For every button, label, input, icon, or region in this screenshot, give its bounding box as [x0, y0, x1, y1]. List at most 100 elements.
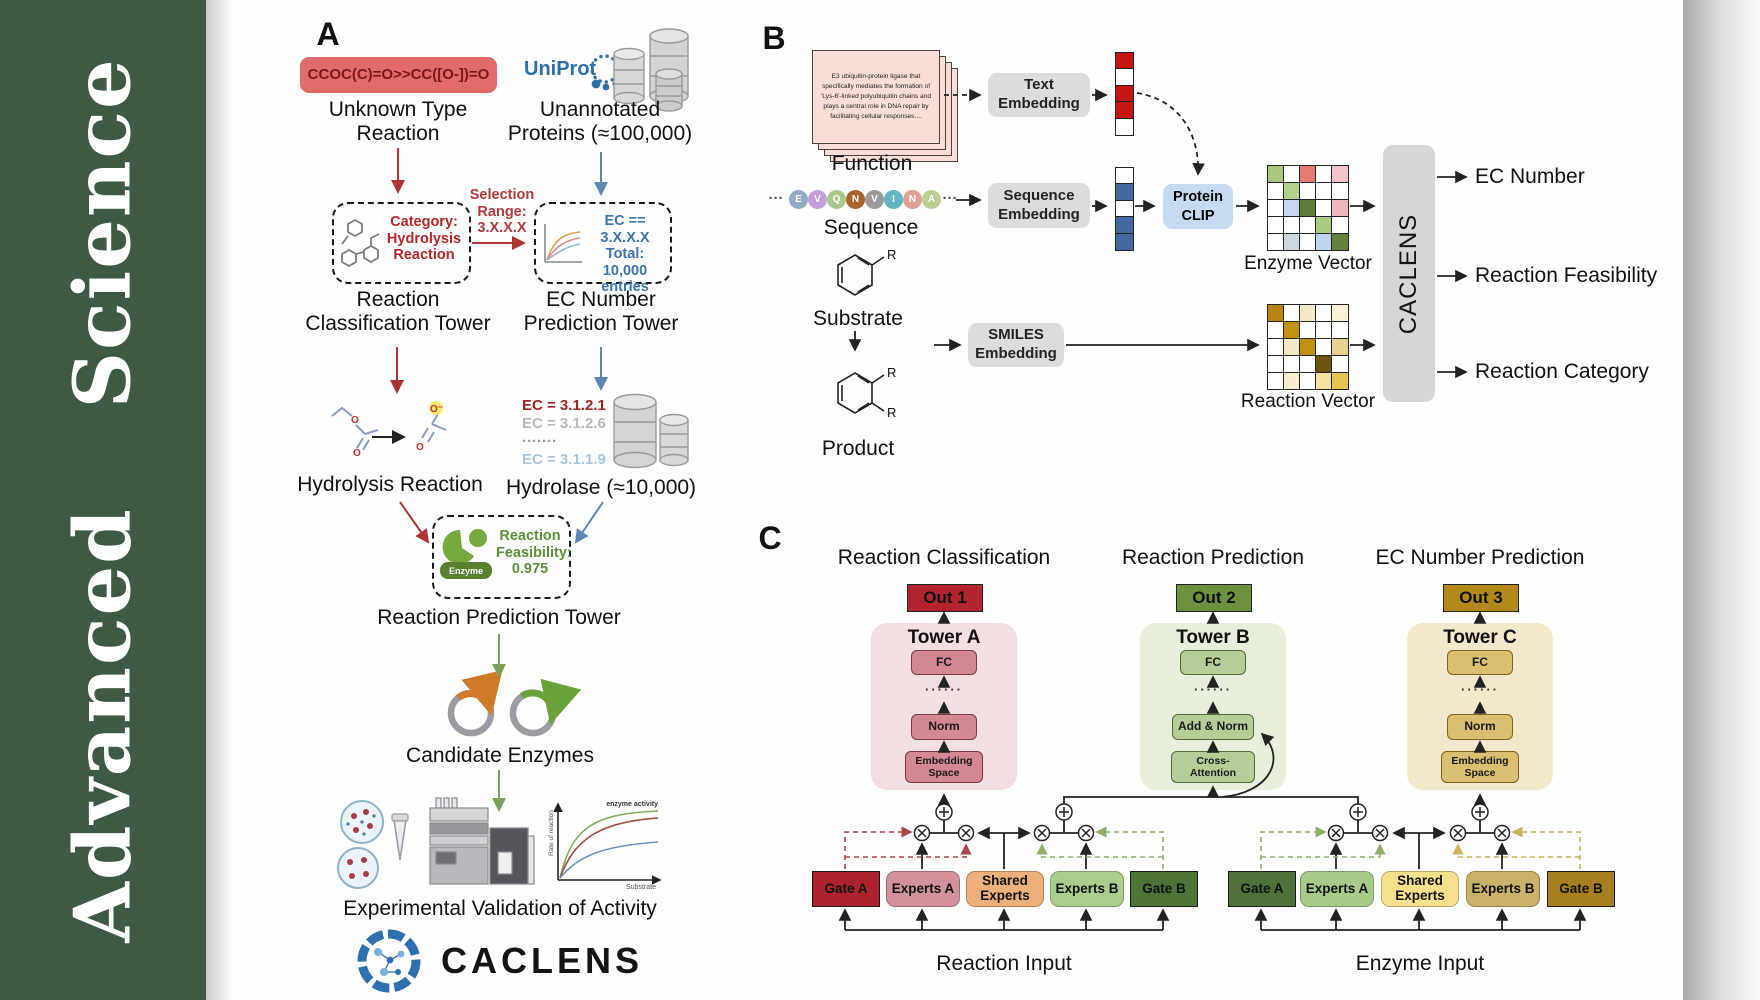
heading-reaction-classification: Reaction Classification — [837, 546, 1051, 569]
matrix-cell — [1331, 371, 1350, 390]
tower-b-fc: FC — [1180, 650, 1246, 675]
matrix-cell — [1331, 338, 1350, 357]
substrate-r-label: R — [887, 247, 896, 262]
tower-c-title: Tower C — [1443, 627, 1517, 648]
tower-b: Tower B FC ······ Add & Norm Cross- Atte… — [1140, 623, 1286, 790]
hydrolase-database-icon — [613, 393, 689, 469]
function-card: E3 ubiquitin-protein ligase that specifi… — [812, 50, 940, 144]
output-reaction-feasibility: Reaction Feasibility — [1475, 264, 1658, 287]
tower-a-embedding-space: Embedding Space — [905, 751, 983, 783]
matrix-cell — [1331, 321, 1350, 340]
substrate-molecule-icon: R — [837, 247, 896, 296]
reaction-classification-box — [332, 202, 471, 284]
enzyme-input-label: Enzyme Input — [1355, 952, 1485, 975]
plasmid-icons — [447, 670, 582, 737]
vector-cell — [1115, 51, 1134, 70]
ec-list-item: ······· — [522, 433, 557, 450]
moe1-shared-experts: Shared Experts — [966, 871, 1044, 907]
text-embedding-vector — [1115, 51, 1134, 137]
svg-text:O: O — [416, 442, 424, 453]
product-label: Product — [821, 437, 895, 460]
enzyme-vector-label: Enzyme Vector — [1244, 253, 1372, 274]
ec-curves-icon — [544, 224, 582, 263]
vector-cell — [1115, 84, 1134, 103]
hydrolase-label: Hydrolase (≈10,000) — [505, 476, 697, 499]
hplc-instrument-icon — [429, 797, 535, 885]
ec-box-text: EC == 3.X.X.X Total: 10,000 entries — [600, 213, 650, 296]
feasibility-text: Reaction Feasibility: 0.975 — [496, 528, 572, 578]
ec-list-item: EC = 3.1.2.6 — [522, 415, 606, 432]
protein-database-icon — [613, 28, 689, 112]
residue-circle: V — [865, 190, 884, 209]
moe1-gate-b: Gate B — [1130, 871, 1198, 907]
tower-b-dots: ······ — [1194, 682, 1232, 697]
sequence-embedding-vector — [1115, 166, 1134, 252]
enzyme-vector-matrix — [1267, 165, 1350, 251]
smiles-reaction-pill: CCOC(C)=O>>CC([O-])=O — [300, 57, 497, 93]
caclens-bar-label: CACLENS — [1395, 213, 1422, 334]
panel-b-label: B — [762, 20, 786, 56]
activity-graph-icon: enzyme activity Rate of reaction Substra… — [548, 801, 662, 891]
reaction-prediction-box — [432, 515, 571, 599]
moe1-experts-a: Experts A — [886, 871, 960, 907]
moe2-shared-experts: Shared Experts — [1381, 871, 1459, 907]
matrix-cell — [1331, 354, 1350, 373]
journal-sidebar: Advanced Science — [0, 0, 206, 1000]
ec-prediction-box — [534, 202, 672, 284]
sample-prep-icon — [337, 800, 409, 889]
tower-a-norm: Norm — [911, 714, 977, 740]
unknown-reaction-label: Unknown Type Reaction — [328, 98, 468, 145]
reaction-vector-label: Reaction Vector — [1240, 391, 1376, 412]
experimental-validation-label: Experimental Validation of Activity — [343, 897, 657, 920]
reaction-prediction-tower-label: Reaction Prediction Tower — [377, 606, 621, 629]
vector-cell — [1115, 199, 1134, 218]
smiles-embedding-box: SMILES Embedding — [968, 323, 1064, 367]
hydrolysis-molecules-icon: O O O⁻ O — [331, 401, 447, 459]
graph-ylabel: Rate of reaction — [548, 810, 555, 856]
sidebar-shadow — [206, 0, 232, 1000]
matrix-cell — [1331, 199, 1350, 218]
output-reaction-category: Reaction Category — [1475, 360, 1649, 383]
residue-circle: E — [789, 190, 808, 209]
text-embedding-box: Text Embedding — [988, 73, 1090, 117]
enzyme-icon: Enzyme — [440, 529, 492, 579]
journal-title: Advanced Science — [57, 57, 149, 943]
matrix-cell — [1331, 182, 1350, 201]
vector-cell — [1115, 166, 1134, 185]
graph-annotation: enzyme activity — [606, 801, 658, 808]
caclens-logo — [357, 929, 421, 993]
vector-cell — [1115, 118, 1134, 137]
uniprot-logo: UniProt — [524, 58, 597, 80]
candidate-enzymes-label: Candidate Enzymes — [406, 744, 594, 767]
matrix-cell — [1331, 232, 1350, 251]
svg-text:O: O — [351, 415, 359, 426]
out2-box: Out 2 — [1176, 584, 1252, 612]
vector-cell — [1115, 216, 1134, 235]
hydrolysis-reaction-label: Hydrolysis Reaction — [297, 473, 483, 496]
out1-box: Out 1 — [907, 584, 983, 612]
tower-a-fc: FC — [911, 650, 977, 675]
selection-range-label: Selection Range: 3.X.X.X — [469, 187, 535, 237]
sequence-ellipsis-right: ··· — [942, 190, 958, 207]
page-edge-gradient — [1683, 0, 1760, 1000]
graph-xlabel: Substrate — [626, 884, 656, 891]
matrix-cell — [1331, 215, 1350, 234]
sequence-ellipsis-left: ··· — [768, 190, 784, 207]
vector-cell — [1115, 233, 1134, 252]
molecule-cluster-icon — [341, 218, 380, 268]
out3-box: Out 3 — [1443, 584, 1519, 612]
ec-candidate-list: EC = 3.1.2.1 EC = 3.1.2.6 ······· EC = 3.1.… — [522, 397, 608, 469]
tower-a-title: Tower A — [907, 627, 981, 648]
enzyme-icon-label: Enzyme — [449, 566, 483, 576]
tower-c-fc: FC — [1447, 650, 1513, 675]
tower-b-cross-attention: Cross- Attention — [1171, 751, 1255, 783]
tower-c-embedding-space: Embedding Space — [1441, 751, 1519, 783]
moe1-gate-a: Gate A — [812, 871, 880, 907]
function-label: Function — [831, 152, 913, 175]
caclens-module-bar: CACLENS — [1383, 145, 1435, 402]
svg-text:O: O — [353, 448, 361, 459]
product-molecule-icon: R R — [837, 365, 896, 420]
ec-list-item: EC = 3.1.2.1 — [522, 397, 606, 414]
moe2-gate-a: Gate A — [1228, 871, 1296, 907]
